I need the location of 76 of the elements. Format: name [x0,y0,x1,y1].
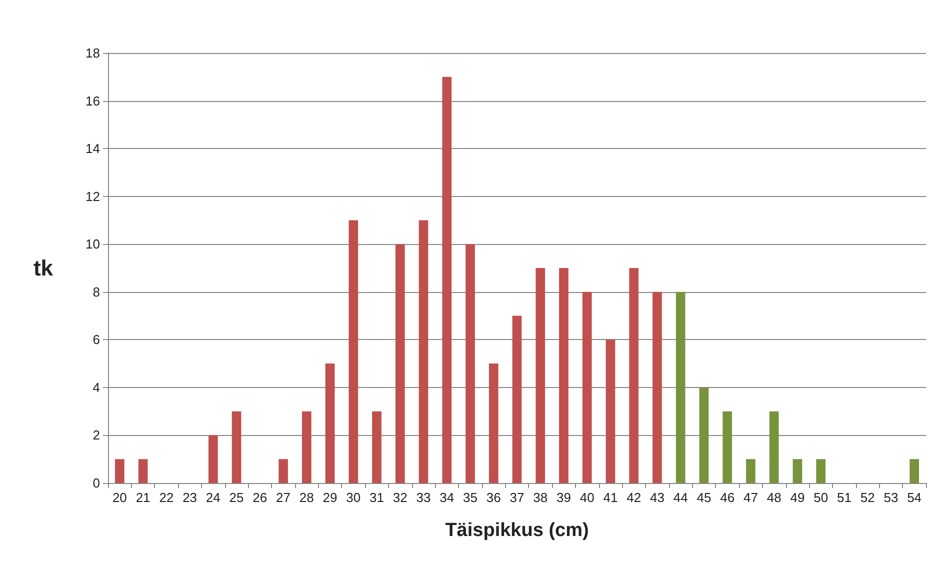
x-tick-label: 23 [182,490,198,505]
bar [488,364,498,483]
bar [302,411,312,483]
x-tick-label: 52 [860,490,875,505]
bar [512,316,522,483]
y-axis-title: tk [33,256,54,280]
x-tick-label: 30 [346,490,361,505]
y-tick-label: 4 [92,380,100,395]
x-tick-label: 38 [533,490,548,505]
x-tick-label: 28 [299,490,314,505]
x-tick-label: 49 [790,490,805,505]
x-tick-label: 39 [556,490,571,505]
y-tick-label: 12 [86,188,100,204]
x-tick-label: 50 [814,490,828,505]
bar [466,244,475,483]
x-tick-label: 40 [580,490,594,505]
x-tick-label: 41 [603,490,618,505]
x-tick-label: 36 [486,490,501,505]
y-tick-label: 2 [92,428,100,443]
bar [769,411,779,483]
bar [652,292,662,483]
bar [816,459,826,483]
x-tick-label: 48 [766,490,782,505]
x-tick-label: 22 [159,490,174,505]
bar [138,459,148,483]
y-tick-label: 10 [86,236,100,252]
bar [536,268,546,483]
bar [372,411,382,483]
x-tick-label: 27 [276,490,291,505]
x-tick-label: 29 [322,490,338,505]
x-tick-label: 24 [206,490,220,505]
y-tick-label: 16 [86,93,100,108]
bar [699,387,709,483]
bar [722,411,732,483]
bar [115,459,124,483]
x-tick-label: 46 [720,490,735,505]
x-tick-label: 34 [440,490,454,505]
y-tick-label: 8 [92,284,100,300]
x-tick-label: 47 [743,490,758,505]
bar [606,340,616,483]
bar [348,220,358,483]
bar [910,459,919,483]
bar [208,435,218,483]
x-tick-label: 51 [836,490,852,505]
x-tick-label: 37 [510,490,524,505]
bar [629,268,639,483]
x-tick-label: 25 [229,490,244,505]
bar [442,76,452,483]
x-tick-label: 44 [673,490,688,505]
x-tick-label: 21 [136,490,150,505]
x-tick-label: 33 [416,490,431,505]
bar [325,364,335,483]
y-tick-label: 14 [86,141,100,156]
y-tick-label: 18 [86,46,100,60]
y-tick-label: 0 [92,476,100,490]
x-tick-label: 54 [907,490,922,505]
x-tick-label: 32 [392,490,408,505]
bar [395,244,405,483]
x-tick-label: 53 [884,490,898,505]
bar [746,459,756,483]
bar [232,411,242,483]
x-tick-label: 31 [370,490,384,505]
bar [418,220,428,483]
x-tick-label: 42 [626,490,642,505]
x-axis-title: Täispikkus (cm) [445,520,589,541]
bar [582,292,592,483]
x-tick-label: 43 [650,490,664,505]
bar [278,459,288,483]
bar [676,292,686,483]
bar [792,459,802,483]
x-tick-label: 26 [252,490,268,505]
y-tick-label: 6 [92,332,100,348]
x-tick-label: 35 [463,490,478,505]
x-tick-label: 45 [696,490,712,505]
bar [559,268,568,483]
x-tick-label: 20 [112,490,127,505]
